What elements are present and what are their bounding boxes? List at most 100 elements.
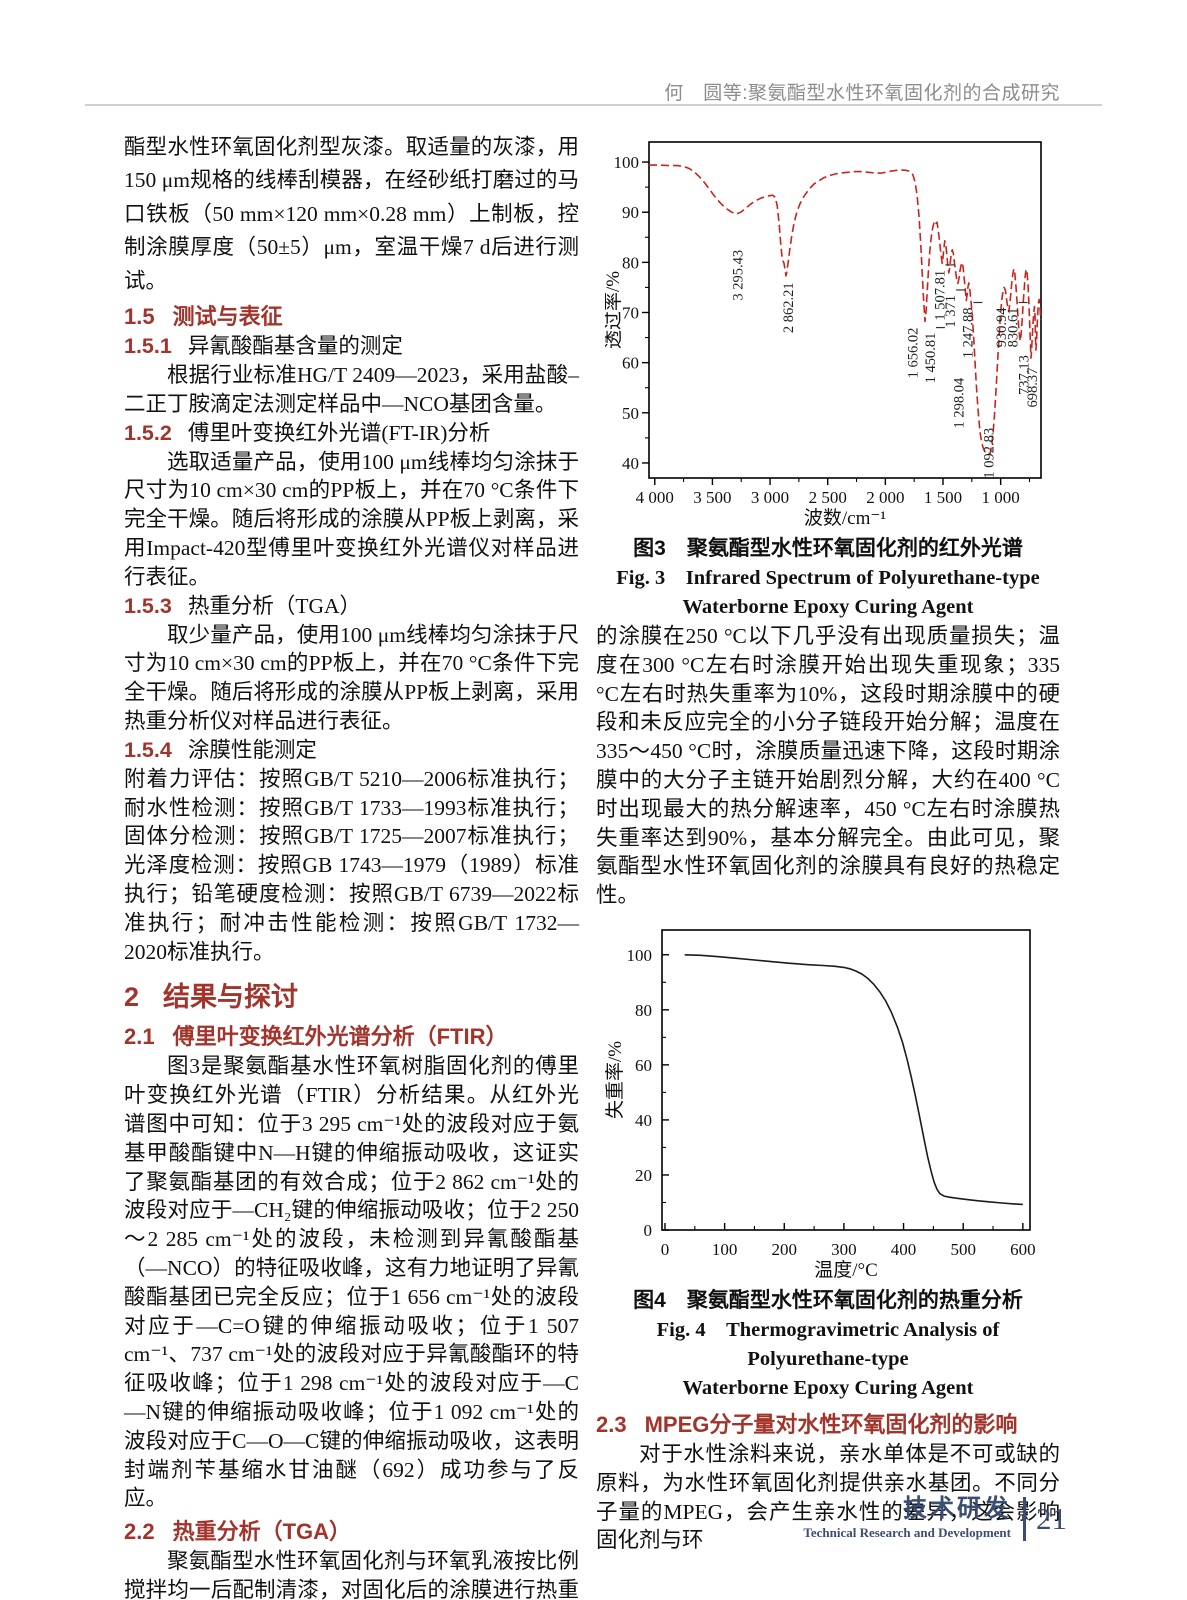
footer-section-en: Technical Research and Development xyxy=(803,1525,1011,1540)
subsection-number: 1.5.2 xyxy=(124,420,172,445)
paragraph: 对于水性涂料来说，亲水单体是不可或缺的原料，为水性环氧固化剂提供亲水基团。不同分… xyxy=(596,1441,1060,1553)
svg-text:1 000: 1 000 xyxy=(982,488,1020,507)
svg-text:3 000: 3 000 xyxy=(751,488,789,507)
fig3-caption-en-line1: Fig. 3 Infrared Spectrum of Polyurethane… xyxy=(616,567,1040,589)
svg-text:830.61: 830.61 xyxy=(1006,307,1022,347)
paragraph: 根据行业标准HG/T 2409—2023，采用盐酸–二正丁胺滴定法测定样品中—N… xyxy=(124,363,579,416)
svg-text:1 092.83: 1 092.83 xyxy=(982,428,998,479)
section-number: 2 xyxy=(124,982,140,1013)
section-heading-2-1: 2.1 傅里叶变换红外光谱分析（FTIR） xyxy=(124,1021,579,1052)
svg-text:80: 80 xyxy=(635,1001,652,1020)
svg-text:500: 500 xyxy=(950,1240,976,1259)
section-heading-2-3: 2.3 MPEG分子量对水性环氧固化剂的影响 xyxy=(596,1409,1060,1440)
svg-text:400: 400 xyxy=(891,1240,917,1259)
svg-text:1 298.04: 1 298.04 xyxy=(952,377,968,429)
svg-text:2 500: 2 500 xyxy=(809,488,847,507)
fig3-caption-en-line2: Waterborne Epoxy Curing Agent xyxy=(682,596,974,618)
footer-section-labels: 技术研发 Technical Research and Development xyxy=(803,1496,1011,1541)
section-title: 热重分析（TGA） xyxy=(172,1519,352,1545)
svg-text:200: 200 xyxy=(772,1240,798,1259)
fig4-caption: 图4 聚氨酯型水性环氧固化剂的热重分析 Fig. 4 Thermogravime… xyxy=(596,1286,1060,1403)
fig3-ftir-curve xyxy=(649,164,1042,455)
svg-text:50: 50 xyxy=(622,404,639,423)
svg-text:透过率/%: 透过率/% xyxy=(605,271,624,349)
section-number: 2.3 xyxy=(596,1411,627,1437)
fig4-caption-en-line1: Fig. 4 Thermogravimetric Analysis of Pol… xyxy=(656,1318,1000,1370)
svg-text:1 450.81: 1 450.81 xyxy=(923,333,939,384)
subsection-heading-1-5-2: 1.5.2 傅里叶变换红外光谱(FT-IR)分析 xyxy=(124,419,579,448)
section-title: 测试与表征 xyxy=(172,304,283,330)
subsection-heading-1-5-4: 1.5.4 涂膜性能测定 xyxy=(124,736,579,765)
subsection-heading-1-5-3: 1.5.3 热重分析（TGA） xyxy=(124,592,579,621)
subsection-title: 异氰酸酯基含量的测定 xyxy=(187,334,403,359)
footer: 技术研发 Technical Research and Development … xyxy=(803,1496,1067,1541)
subsection-title: 热重分析（TGA） xyxy=(187,593,362,618)
right-column: 4 000 3 500 3 000 2 500 2 000 1 500 1 000 40 50 6… xyxy=(596,128,1060,1555)
left-column: 酯型水性环氧固化剂型灰漆。取适量的灰漆，用150 μm规格的线棒刮模器，在经砂纸… xyxy=(124,131,579,1600)
svg-text:1 656.02: 1 656.02 xyxy=(906,328,922,379)
paragraph: 附着力评估：按照GB/T 5210—2006标准执行；耐水性检测：按照GB/T … xyxy=(124,766,579,964)
svg-text:80: 80 xyxy=(622,253,639,272)
footer-section-cn: 技术研发 xyxy=(903,1495,1011,1522)
svg-text:40: 40 xyxy=(635,1111,652,1130)
paragraph: 聚氨酯型水性环氧固化剂与环氧乳液按比例搅拌均一后配制清漆，对固化后的涂膜进行热重… xyxy=(124,1549,579,1600)
svg-text:90: 90 xyxy=(622,203,639,222)
section-heading-1-5: 1.5 测试与表征 xyxy=(124,301,579,332)
svg-text:3 295.43: 3 295.43 xyxy=(730,250,746,301)
paragraph: 酯型水性环氧固化剂型灰漆。取适量的灰漆，用150 μm规格的线棒刮模器，在经砂纸… xyxy=(124,135,579,293)
svg-text:2 000: 2 000 xyxy=(866,488,904,507)
paragraph: 图3是聚氨酯基水性环氧树脂固化剂的傅里叶变换红外光谱（FTIR）分析结果。从红外… xyxy=(124,1054,579,1511)
svg-text:70: 70 xyxy=(622,304,639,323)
svg-text:20: 20 xyxy=(635,1166,652,1185)
section-number: 2.2 xyxy=(124,1519,155,1545)
svg-text:300: 300 xyxy=(831,1240,857,1259)
svg-text:波数/cm⁻¹: 波数/cm⁻¹ xyxy=(804,507,887,529)
svg-text:3 500: 3 500 xyxy=(693,488,731,507)
fig3-caption-cn: 图3 聚氨酯型水性环氧固化剂的红外光谱 xyxy=(633,537,1023,560)
fig3-ftir-chart: 4 000 3 500 3 000 2 500 2 000 1 500 1 000 40 50 6… xyxy=(605,141,1042,529)
svg-text:60: 60 xyxy=(622,354,639,373)
svg-text:0: 0 xyxy=(644,1221,653,1240)
svg-text:930.94: 930.94 xyxy=(994,307,1010,348)
subsection-title: 涂膜性能测定 xyxy=(187,737,317,762)
footer-divider xyxy=(1023,1496,1026,1541)
subsection-number: 1.5.3 xyxy=(124,593,172,618)
section-heading-2-2: 2.2 热重分析（TGA） xyxy=(124,1516,579,1547)
fig4-tga-curve xyxy=(684,953,1023,1206)
section-heading-2: 2 结果与探讨 xyxy=(124,976,579,1018)
svg-text:100: 100 xyxy=(627,946,653,965)
svg-text:100: 100 xyxy=(614,153,640,172)
section-title: 结果与探讨 xyxy=(163,982,299,1013)
fig4-caption-cn: 图4 聚氨酯型水性环氧固化剂的热重分析 xyxy=(633,1288,1023,1312)
fig4-caption-en-line2: Waterborne Epoxy Curing Agent xyxy=(682,1376,974,1399)
svg-text:100: 100 xyxy=(712,1240,738,1259)
subsection-heading-1-5-1: 1.5.1 异氰酸酯基含量的测定 xyxy=(124,332,579,361)
paragraph: 取少量产品，使用100 μm线棒均匀涂抹于尺寸为10 cm×30 cm的PP板上… xyxy=(124,622,579,733)
fig4-tga-chart: 0 100 200 300 400 500 600 0 20 40 60 80 100 温度/°C 失重率/… xyxy=(605,929,1036,1281)
svg-text:失重率/%: 失重率/% xyxy=(605,1041,626,1119)
header-rule xyxy=(85,104,1102,106)
section-title: MPEG分子量对水性环氧固化剂的影响 xyxy=(644,1411,1018,1437)
section-number: 2.1 xyxy=(124,1024,155,1050)
paragraph: 选取适量产品，使用100 μm线棒均匀涂抹于尺寸为10 cm×30 cm的PP板… xyxy=(124,449,579,589)
page-number: 21 xyxy=(1036,1500,1067,1536)
subsection-number: 1.5.4 xyxy=(124,737,172,762)
svg-text:1 507.81: 1 507.81 xyxy=(932,270,948,321)
svg-text:温度/°C: 温度/°C xyxy=(814,1259,878,1281)
svg-text:1 500: 1 500 xyxy=(924,488,962,507)
section-title: 傅里叶变换红外光谱分析（FTIR） xyxy=(172,1024,508,1050)
svg-text:698.37: 698.37 xyxy=(1025,368,1041,408)
svg-text:1 371: 1 371 xyxy=(943,295,959,328)
section-number: 1.5 xyxy=(124,304,155,330)
svg-text:737.13: 737.13 xyxy=(1016,355,1032,395)
running-head: 何 圆等:聚氨酯型水性环氧固化剂的合成研究 xyxy=(664,83,1060,104)
subsection-title: 傅里叶变换红外光谱(FT-IR)分析 xyxy=(187,420,491,445)
svg-text:1 247.88: 1 247.88 xyxy=(960,307,976,358)
svg-text:600: 600 xyxy=(1010,1240,1036,1259)
svg-text:60: 60 xyxy=(635,1056,652,1075)
svg-text:0: 0 xyxy=(661,1240,670,1259)
svg-text:4 000: 4 000 xyxy=(636,488,674,507)
paragraph: 的涂膜在250 °C以下几乎没有出现质量损失；温度在300 °C左右时涂膜开始出… xyxy=(596,624,1060,908)
svg-text:40: 40 xyxy=(622,454,639,473)
